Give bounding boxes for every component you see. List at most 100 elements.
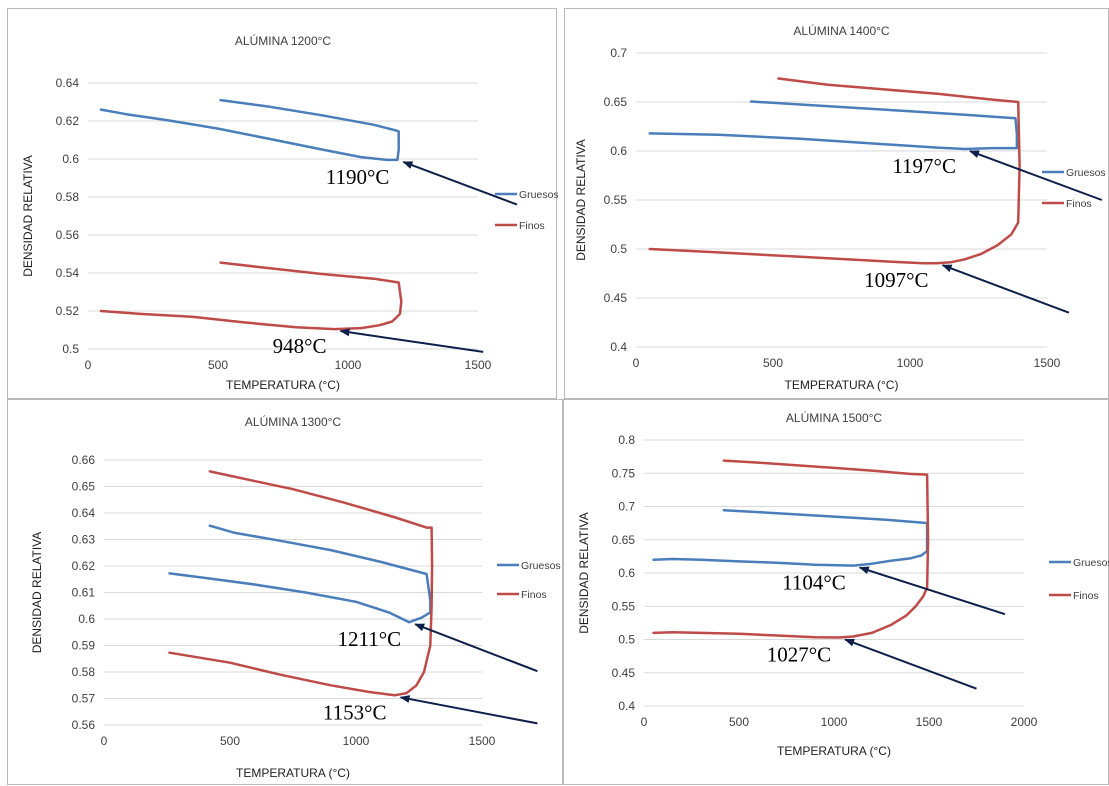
x-tick-label: 500	[729, 715, 749, 729]
x-tick-label: 1000	[897, 356, 924, 370]
y-axis-label: DENSIDAD RELATIVA	[577, 512, 591, 634]
y-tick-label: 0.45	[604, 291, 628, 305]
y-tick-label: 0.54	[56, 266, 80, 280]
x-tick-label: 1000	[821, 715, 848, 729]
x-tick-label: 1500	[469, 734, 496, 748]
y-tick-label: 0.65	[604, 95, 628, 109]
y-tick-label: 0.45	[612, 666, 636, 680]
x-axis-label: TEMPERATURA (°C)	[226, 378, 340, 392]
y-axis-label: DENSIDAD RELATIVA	[30, 532, 44, 654]
y-tick-label: 0.5	[610, 242, 627, 256]
annotation-label: 1153°C	[323, 700, 387, 724]
y-tick-label: 0.58	[56, 190, 80, 204]
series-line-gruesos	[99, 98, 400, 162]
chart-panel-1400: 0.4 0.45 0.5 0.55 0.6 0.65 0.7 0 500 1000 1500 ALÚM…	[564, 8, 1109, 399]
chart-svg: 0.4 0.45 0.5 0.55 0.6 0.65 0.7 0 500 1000 1500 ALÚM…	[574, 23, 1106, 392]
chart-svg: 0.56 0.57 0.58 0.59 0.6 0.61 0.62 0.63 0.64 0.65 0…	[30, 414, 561, 780]
legend-label-gruesos: Gruesos	[521, 560, 561, 572]
annotation-label: 948°C	[273, 334, 327, 358]
legend-label-finos: Finos	[1066, 198, 1092, 210]
x-tick-label: 1000	[343, 734, 370, 748]
y-tick-label: 0.62	[56, 114, 80, 128]
x-axis-label: TEMPERATURA (°C)	[236, 766, 350, 780]
y-tick-label: 0.75	[612, 466, 636, 480]
legend-label-finos: Finos	[521, 589, 547, 601]
x-tick-label: 500	[208, 358, 228, 372]
y-tick-label: 0.55	[604, 193, 628, 207]
x-tick-label: 0	[101, 734, 108, 748]
y-tick-label: 0.6	[78, 612, 95, 626]
y-tick-label: 0.64	[72, 506, 96, 520]
legend-label-gruesos: Gruesos	[519, 189, 558, 201]
y-tick-label: 0.52	[56, 304, 80, 318]
series-line-finos	[99, 261, 403, 331]
x-tick-label: 500	[763, 356, 783, 370]
annotation-arrow	[402, 161, 518, 206]
chart-title: ALÚMINA 1300°C	[245, 414, 342, 429]
x-tick-label: 1000	[335, 358, 362, 372]
y-tick-label: 0.8	[618, 433, 635, 447]
chart-title: ALÚMINA 1500°C	[786, 410, 883, 425]
annotation-arrow	[858, 566, 1006, 616]
annotation-arrow	[941, 264, 1070, 314]
legend-label-gruesos: Gruesos	[1073, 557, 1109, 569]
chart-panel-1200: 0.5 0.52 0.54 0.56 0.58 0.6 0.62 0.64 0 500 1000 15…	[7, 8, 558, 399]
annotation-arrow	[399, 695, 538, 725]
legend-label-gruesos: Gruesos	[1066, 167, 1106, 179]
y-axis-label: DENSIDAD RELATIVA	[21, 155, 35, 277]
y-tick-label: 0.65	[612, 533, 636, 547]
x-axis-label: TEMPERATURA (°C)	[785, 378, 899, 392]
chart-svg: 0.4 0.45 0.5 0.55 0.6 0.65 0.7 0.75 0.8 0 500 1000 1…	[577, 410, 1109, 758]
annotation-label: 1097°C	[864, 268, 928, 292]
y-tick-label: 0.7	[610, 46, 627, 60]
y-tick-label: 0.62	[72, 559, 96, 573]
y-tick-label: 0.56	[56, 228, 80, 242]
chart-panel-1500: 0.4 0.45 0.5 0.55 0.6 0.65 0.7 0.75 0.8 0 500 1000 1…	[563, 399, 1109, 785]
y-tick-label: 0.64	[56, 76, 80, 90]
y-tick-label: 0.56	[72, 718, 96, 732]
annotation-label: 1027°C	[767, 643, 831, 667]
y-axis-label: DENSIDAD RELATIVA	[574, 139, 588, 261]
y-tick-label: 0.7	[618, 500, 635, 514]
annotation-arrow	[844, 638, 977, 690]
annotation-label: 1211°C	[338, 627, 402, 651]
x-tick-label: 1500	[465, 358, 492, 372]
series-line-gruesos	[652, 508, 929, 567]
annotation-arrow	[969, 150, 1103, 201]
y-tick-label: 0.4	[618, 699, 635, 713]
legend-label-finos: Finos	[1073, 590, 1099, 602]
series-line-gruesos	[648, 100, 1019, 151]
legend-label-finos: Finos	[519, 220, 545, 232]
series-line-finos	[168, 470, 434, 697]
y-tick-label: 0.59	[72, 639, 96, 653]
y-tick-label: 0.63	[72, 533, 96, 547]
chart-svg: 0.5 0.52 0.54 0.56 0.58 0.6 0.62 0.64 0 500 1000 15…	[21, 33, 558, 392]
series-line-gruesos	[168, 524, 432, 624]
y-tick-label: 0.66	[72, 453, 96, 467]
y-tick-label: 0.65	[72, 480, 96, 494]
y-tick-label: 0.5	[618, 633, 635, 647]
chart-panel-1300: 0.56 0.57 0.58 0.59 0.6 0.61 0.62 0.63 0.64 0.65 0…	[7, 399, 563, 785]
x-tick-label: 1500	[916, 715, 943, 729]
y-tick-label: 0.6	[618, 566, 635, 580]
chart-title: ALÚMINA 1200°C	[235, 33, 332, 48]
x-tick-label: 2000	[1011, 715, 1038, 729]
y-tick-label: 0.58	[72, 665, 96, 679]
y-tick-label: 0.6	[62, 152, 79, 166]
x-tick-label: 0	[633, 356, 640, 370]
y-tick-label: 0.61	[72, 586, 96, 600]
series-line-finos	[652, 459, 930, 639]
series-line-finos	[648, 77, 1021, 265]
y-tick-label: 0.55	[612, 599, 636, 613]
y-tick-label: 0.6	[610, 144, 627, 158]
annotation-label: 1104°C	[782, 571, 846, 595]
x-axis-label: TEMPERATURA (°C)	[777, 744, 891, 758]
annotation-label: 1197°C	[892, 154, 956, 178]
y-tick-label: 0.57	[72, 692, 96, 706]
y-tick-label: 0.5	[62, 342, 79, 356]
annotation-label: 1190°C	[326, 165, 390, 189]
x-tick-label: 1500	[1034, 356, 1061, 370]
annotation-arrow	[339, 328, 484, 353]
x-tick-label: 0	[641, 715, 648, 729]
x-tick-label: 500	[220, 734, 240, 748]
